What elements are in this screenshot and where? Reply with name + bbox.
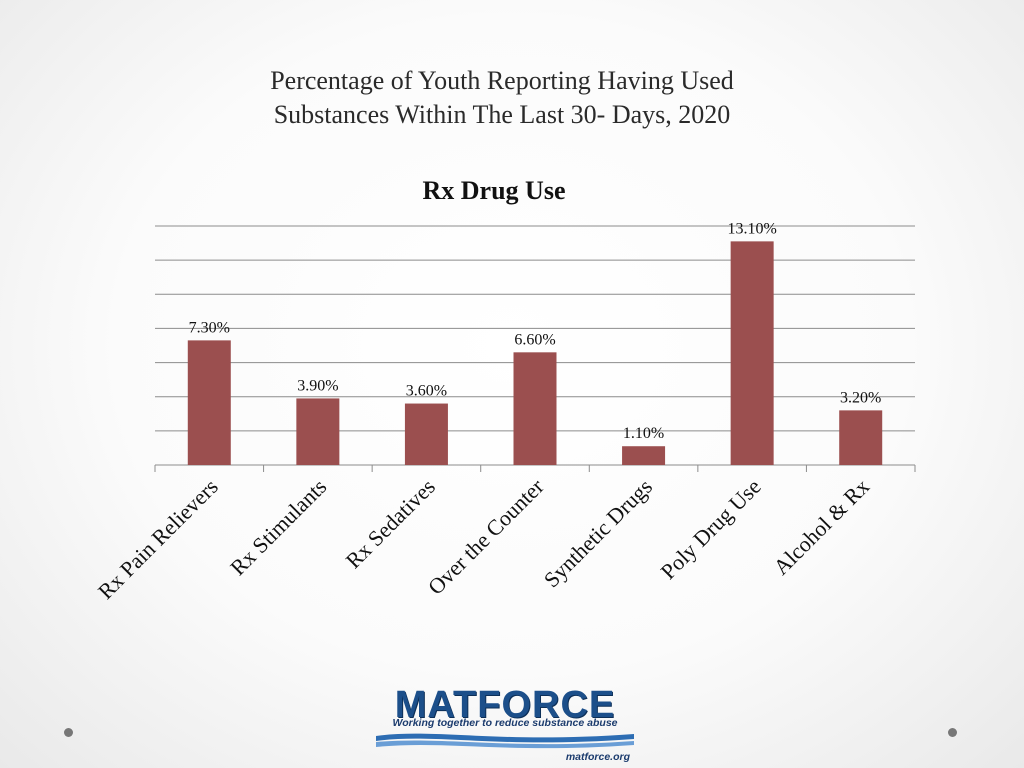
data-label-4: 1.10% — [623, 425, 664, 442]
category-label-6: Alcohol & Rx — [768, 474, 874, 580]
chart-category-labels: Rx Pain Relievers Rx Stimulants Rx Sedativ… — [93, 473, 874, 603]
bar-0 — [187, 340, 231, 465]
corner-dot-right — [948, 728, 957, 737]
chart-data-labels: 7.30% 3.90% 3.60% 6.60% 1.10% 13.10% 3.20% — [189, 220, 882, 442]
chart-axis — [154, 464, 916, 472]
logo-wordmark: MATFORCE — [394, 684, 616, 726]
bar-2 — [404, 403, 448, 465]
category-label-2: Rx Sedatives — [341, 474, 440, 573]
corner-dot-left — [64, 728, 73, 737]
data-label-3: 6.60% — [514, 331, 555, 348]
bar-4 — [622, 446, 666, 465]
data-label-5: 13.10% — [727, 220, 776, 237]
slide-title-line-2: Substances Within The Last 30- Days, 202… — [273, 100, 731, 129]
chart-title: Rx Drug Use — [423, 176, 566, 205]
logo-waves-icon — [376, 733, 634, 749]
data-label-2: 3.60% — [406, 383, 447, 400]
slide-title: Percentage of Youth Reporting Having Use… — [0, 64, 1004, 132]
bar-chart: Rx Drug Use 7.30% 3.90% 3.60% 6.60% 1.10% 13.… — [93, 176, 916, 604]
bar-1 — [296, 398, 340, 465]
category-label-3: Over the Counter — [423, 473, 549, 599]
category-label-1: Rx Stimulants — [225, 474, 331, 580]
data-label-1: 3.90% — [297, 377, 338, 394]
category-label-4: Synthetic Drugs — [539, 474, 657, 592]
category-label-0: Rx Pain Relievers — [93, 474, 223, 604]
logo-tagline: Working together to reduce substance abu… — [392, 717, 618, 729]
bar-5 — [730, 241, 774, 465]
bar-6 — [839, 410, 883, 465]
bar-3 — [513, 352, 557, 465]
matforce-logo: MATFORCE Working together to reduce subs… — [376, 684, 634, 766]
data-label-0: 7.30% — [189, 319, 230, 336]
logo-url: matforce.org — [565, 751, 630, 763]
data-label-6: 3.20% — [840, 389, 881, 406]
category-label-5: Poly Drug Use — [656, 474, 766, 584]
slide-title-line-1: Percentage of Youth Reporting Having Use… — [270, 66, 734, 95]
chart-bars — [187, 241, 883, 465]
